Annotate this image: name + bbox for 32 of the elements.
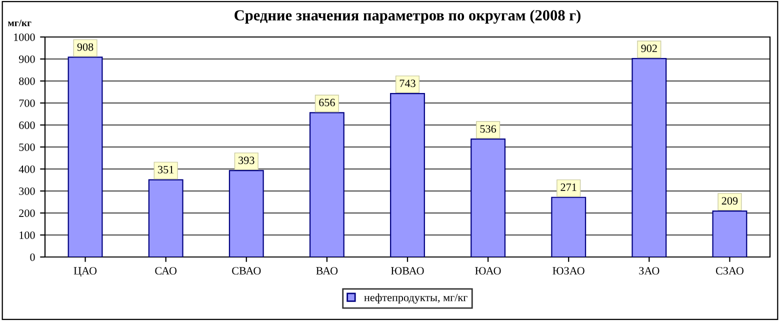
y-tick-label: 900 [18, 55, 35, 63]
data-label: 743 [400, 80, 416, 88]
data-label: 908 [77, 43, 94, 51]
y-tick-label: 400 [18, 165, 35, 173]
x-tick-label: ЮВАО [391, 267, 424, 275]
y-tick-label: 700 [19, 99, 35, 107]
data-label: 351 [158, 166, 174, 174]
x-tick-label: ВАО [316, 267, 338, 275]
x-tick-label: СВАО [232, 267, 261, 275]
data-label: 536 [480, 125, 496, 133]
data-label: 393 [238, 156, 254, 164]
y-tick-label: 800 [19, 77, 35, 85]
y-tick-label: 600 [19, 121, 35, 129]
x-tick-label: ЗАО [639, 267, 660, 275]
data-label: 209 [722, 197, 738, 205]
chart-title: Средние значения параметров по округам (2008 г) [234, 10, 580, 24]
data-label: 902 [641, 44, 657, 52]
x-tick-label: САО [155, 267, 177, 275]
legend-label: нефтепродукты, мг/кг [364, 293, 468, 304]
y-tick-label: 200 [19, 209, 35, 217]
data-label: 656 [319, 98, 335, 106]
y-tick-label: 500 [19, 143, 35, 151]
x-tick-label: ЦАО [74, 267, 97, 277]
x-tick-label: ЮЗАО [552, 267, 584, 275]
data-label: 271 [560, 183, 576, 191]
y-tick-label: 0 [30, 253, 35, 261]
x-tick-label: ЮАО [475, 267, 501, 275]
y-tick-label: 1000 [14, 33, 35, 41]
y-axis-title: мг/кг [8, 20, 32, 26]
x-tick-label: СЗАО [716, 267, 744, 275]
y-tick-label: 100 [20, 231, 35, 239]
y-tick-label: 300 [19, 187, 35, 195]
